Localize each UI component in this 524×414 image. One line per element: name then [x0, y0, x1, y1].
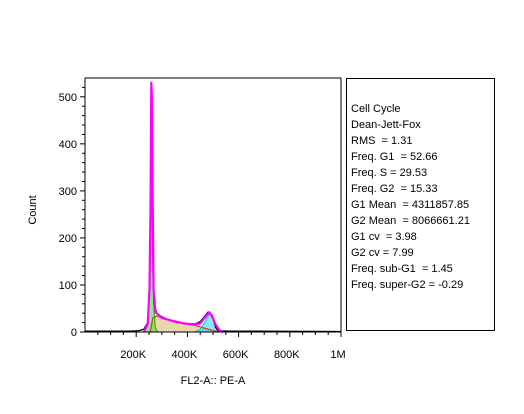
histogram-chart: 0 100 200 300 400 500 200K 400K 600K 800K 1M FL2-… [27, 77, 346, 387]
y-tick-label: 500 [59, 92, 77, 104]
x-tick-label: 600K [223, 349, 249, 361]
stats-freq-s: Freq. S = 29.53 [351, 167, 428, 179]
stats-title: Cell Cycle [351, 103, 401, 115]
x-axis: 200K 400K 600K 800K 1M [97, 332, 346, 361]
stats-g1-mean: G1 Mean = 4311857.85 [351, 199, 470, 211]
stats-rms: RMS = 1.31 [351, 135, 413, 147]
line-histogram [85, 105, 342, 333]
y-tick-label: 200 [59, 233, 77, 245]
stats-g2-mean: G2 Mean = 8066661.21 [351, 215, 470, 227]
line-model [142, 81, 224, 333]
y-tick-label: 300 [59, 186, 77, 198]
curve-lines [85, 81, 342, 333]
stats-g2-cv: G2 cv = 7.99 [351, 247, 414, 259]
y-tick-label: 0 [71, 327, 77, 339]
y-tick-label: 400 [59, 139, 77, 151]
y-tick-label: 100 [59, 280, 77, 292]
x-tick-label: 200K [120, 349, 146, 361]
stats-freq-sub-g1: Freq. sub-G1 = 1.45 [351, 263, 453, 275]
stats-model-name: Dean-Jett-Fox [351, 119, 421, 131]
plot-frame [84, 77, 342, 333]
statistics-panel: Cell Cycle Dean-Jett-Fox RMS = 1.31 Freq… [346, 78, 495, 331]
stats-freq-super-g2: Freq. super-G2 = -0.29 [351, 279, 464, 291]
x-axis-label: FL2-A:: PE-A [181, 375, 246, 387]
x-tick-label: 1M [330, 349, 345, 361]
y-axis-label: Count [27, 195, 39, 224]
y-axis: 0 100 200 300 400 500 [59, 86, 85, 339]
x-tick-label: 400K [172, 349, 198, 361]
stats-g1-cv: G1 cv = 3.98 [351, 231, 417, 243]
stats-freq-g2: Freq. G2 = 15.33 [351, 183, 438, 195]
stats-freq-g1: Freq. G1 = 52.66 [351, 151, 438, 163]
x-tick-label: 800K [274, 349, 300, 361]
